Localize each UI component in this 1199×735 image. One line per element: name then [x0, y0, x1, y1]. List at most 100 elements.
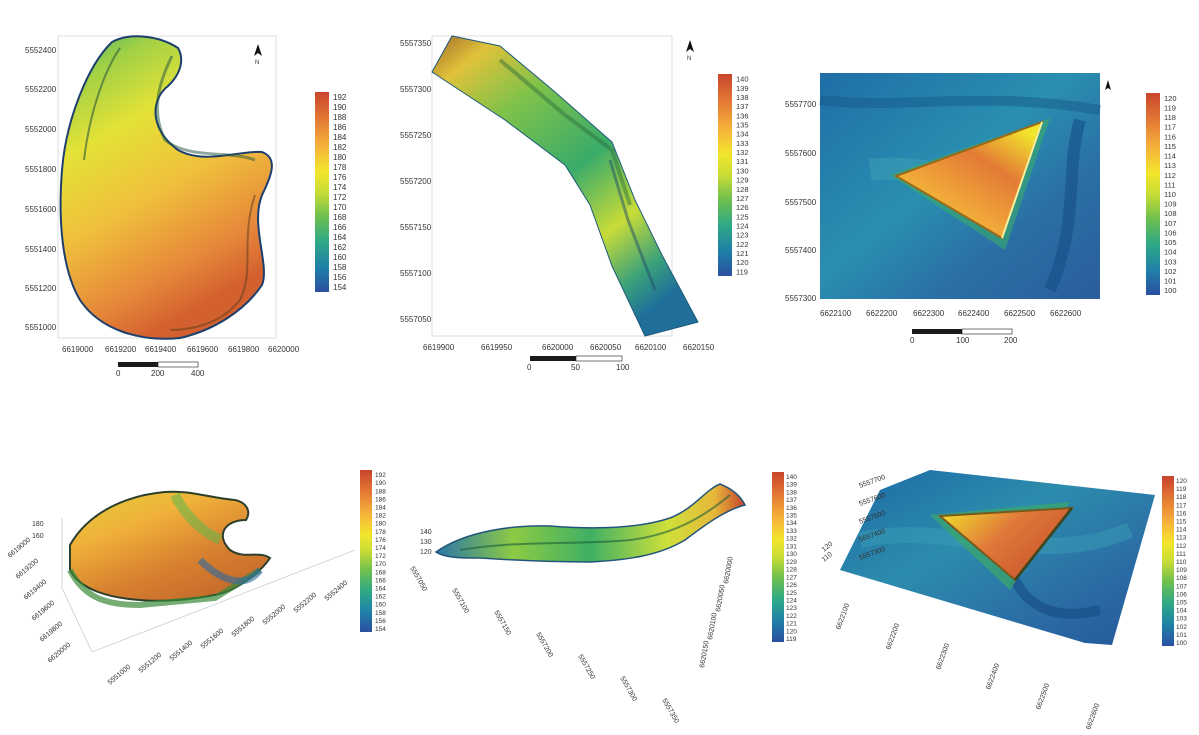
legend-label: 121	[736, 249, 749, 258]
map2-frame	[431, 35, 673, 337]
legend-label: 103	[1164, 257, 1177, 266]
svg-text:100: 100	[616, 363, 630, 372]
legend-label: 156	[333, 273, 347, 282]
legend-label: 139	[736, 84, 749, 93]
legend-label: 137	[736, 102, 749, 111]
legend-label: 178	[375, 529, 386, 536]
legend-label: 130	[736, 166, 749, 175]
legend-label: 121	[786, 621, 797, 628]
legend-label: 132	[786, 536, 797, 543]
svg-text:0: 0	[910, 336, 915, 345]
map1-scale-bar: 0 200 400	[116, 361, 205, 378]
tick-label: 5552400	[324, 580, 349, 603]
legend-label: 110	[1164, 190, 1176, 199]
north-arrow-icon: N	[254, 44, 262, 66]
legend-label: 132	[736, 148, 749, 157]
legend-label: 100	[1176, 640, 1187, 647]
legend-label: 124	[786, 598, 797, 605]
legend-label: 109	[1164, 200, 1177, 209]
legend-label: 113	[1176, 535, 1187, 542]
tick-label: 6619000	[7, 537, 32, 560]
view3d-panel-3: 120 110 5557700 5557600 5557500 5557400 5557…	[800, 440, 1199, 731]
legend-label: 108	[1164, 209, 1177, 218]
map3-scale-bar: 0 100 200	[910, 328, 1018, 345]
tick-label: 5557350	[660, 698, 680, 725]
legend-label: 114	[1176, 527, 1187, 534]
x-tick: 6622500	[1004, 309, 1036, 318]
legend-label: 129	[786, 559, 797, 566]
svg-text:50: 50	[571, 363, 580, 372]
legend-label: 188	[333, 113, 347, 122]
legend-label: 101	[1176, 632, 1187, 639]
legend-label: 162	[333, 243, 347, 252]
view2-left-axis: 5557050 5557100 5557150 5557200 5557250 55573…	[408, 566, 680, 725]
legend-label: 158	[333, 263, 347, 272]
legend-label: 111	[1164, 180, 1175, 189]
legend-label: 104	[1176, 608, 1187, 615]
svg-text:0: 0	[527, 363, 532, 372]
x-tick: 6619400	[145, 345, 177, 354]
x-tick: 6619800	[228, 345, 260, 354]
legend-label: 154	[333, 283, 347, 292]
tick-label: 5557300	[618, 676, 638, 703]
legend-label: 115	[1164, 142, 1176, 151]
legend-label: 186	[333, 123, 347, 132]
legend-label: 113	[1164, 161, 1176, 170]
y-tick: 5552200	[25, 85, 57, 94]
legend-label: 156	[375, 618, 386, 625]
legend-label: 174	[333, 183, 347, 192]
svg-text:180: 180	[32, 521, 44, 528]
legend-label: 125	[736, 212, 749, 221]
tick-label: 5557100	[450, 588, 470, 615]
map2-svg: N 5557350 5557300 5557250 5557200 555715…	[400, 35, 749, 372]
tick-label: 6619600	[31, 600, 56, 623]
north-arrow-icon: N	[686, 40, 694, 62]
legend-label: 136	[736, 111, 749, 120]
legend-label: 120	[1164, 94, 1177, 103]
legend-label: 162	[375, 594, 386, 601]
map-panel-2: N 5557350 5557300 5557250 5557200 555715…	[380, 0, 780, 390]
legend-label: 135	[736, 121, 749, 130]
legend-label: 176	[375, 537, 386, 544]
y-tick: 5557300	[785, 294, 817, 303]
legend-label: 134	[736, 130, 749, 139]
legend-label: 106	[1176, 591, 1187, 598]
map1-legend: 1921901881861841821801781761741721701681…	[333, 93, 347, 292]
legend-label: 137	[786, 497, 797, 504]
x-tick: 6619600	[187, 345, 219, 354]
legend-label: 133	[736, 139, 749, 148]
tick-label: 6622100	[835, 603, 851, 631]
legend-label: 182	[333, 143, 347, 152]
map2-legend: 1401391381371361351341331321311301291281…	[736, 75, 749, 277]
legend-label: 128	[786, 567, 797, 574]
y-tick: 5551800	[25, 165, 57, 174]
y-tick: 5557250	[400, 131, 432, 140]
legend-label: 138	[786, 489, 797, 496]
legend-label: 192	[375, 472, 386, 479]
legend-label: 103	[1176, 616, 1187, 623]
map3-svg: 5557700 5557600 5557500 5557400 5557300 …	[785, 73, 1177, 345]
legend-label: 119	[736, 267, 748, 276]
tick-label: 6619400	[23, 579, 48, 602]
legend-label: 168	[333, 213, 347, 222]
legend-label: 180	[375, 521, 386, 528]
tick-label: 6619200	[15, 558, 40, 581]
legend-label: 192	[333, 93, 347, 102]
view1-left-axis: 6619000661920066194006619600661980066200…	[7, 537, 72, 665]
y-tick: 5557050	[400, 315, 432, 324]
map2-legend-bar	[718, 74, 732, 276]
legend-label: 172	[333, 193, 347, 202]
legend-label: 105	[1164, 238, 1177, 247]
legend-label: 172	[375, 553, 386, 560]
x-tick: 6620150	[683, 343, 715, 352]
legend-label: 134	[786, 520, 797, 527]
legend-label: 115	[1176, 519, 1187, 526]
x-tick: 6620000	[542, 343, 574, 352]
legend-label: 111	[1176, 551, 1186, 558]
svg-text:N: N	[687, 56, 691, 62]
legend-label: 135	[786, 513, 797, 520]
legend-label: 102	[1176, 624, 1187, 631]
map2-y-axis: 5557350 5557300 5557250 5557200 5557150 …	[400, 39, 432, 324]
legend-label: 176	[333, 173, 347, 182]
